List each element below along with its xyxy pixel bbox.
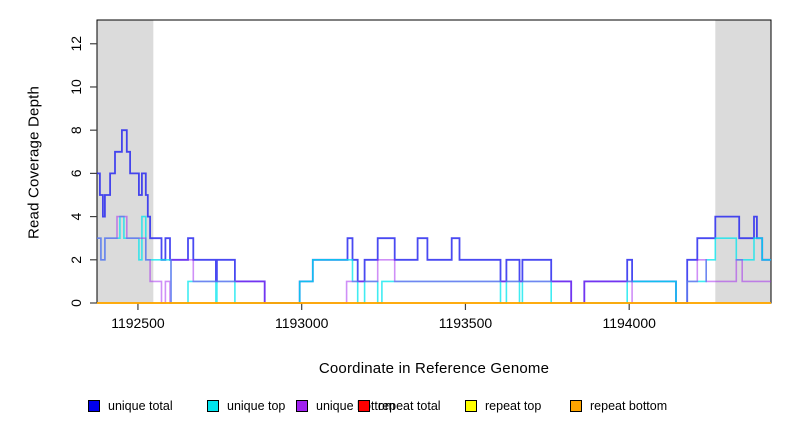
coverage-plot-canvas: 1192500 1193000 1193500 1194000 0 2 4 6 8 10 12	[68, 19, 772, 331]
unique-bottom-swatch-icon	[296, 400, 308, 412]
chart-legend: unique total unique top unique bottom re…	[0, 398, 792, 418]
x-tick-label: 1193000	[275, 315, 329, 331]
legend-label: repeat bottom	[590, 399, 668, 413]
x-tick-label: 1194000	[602, 315, 656, 331]
repeat-top-swatch-icon	[465, 400, 477, 412]
legend-item-repeat-top: repeat top	[465, 398, 541, 414]
legend-label: repeat total	[378, 399, 441, 413]
repeat-bottom-swatch-icon	[570, 400, 582, 412]
y-tick-label: 0	[68, 299, 84, 307]
shaded-region	[97, 20, 154, 303]
unique-top-swatch-icon	[207, 400, 219, 412]
y-tick-label: 8	[68, 126, 84, 134]
legend-label: unique top	[227, 399, 286, 413]
y-tick-label: 2	[68, 256, 84, 264]
y-tick-label: 6	[68, 169, 84, 177]
legend-item-repeat-total: repeat total	[358, 398, 441, 414]
legend-item-unique-bottom: unique bottom	[296, 398, 395, 414]
legend-label: unique total	[108, 399, 173, 413]
x-tick-label: 1193500	[439, 315, 493, 331]
y-tick-label: 4	[68, 212, 84, 220]
x-tick-label: 1192500	[111, 315, 165, 331]
legend-item-unique-total: unique total	[88, 398, 173, 414]
unique-total-swatch-icon	[88, 400, 100, 412]
series-unique-bottom	[97, 215, 771, 304]
legend-label: unique bottom	[316, 399, 396, 413]
legend-item-repeat-bottom: repeat bottom	[570, 398, 667, 414]
repeat-total-swatch-icon	[358, 400, 370, 412]
series-unique-total	[97, 129, 771, 304]
y-axis-title: Read Coverage Depth	[25, 85, 43, 240]
legend-label: repeat top	[485, 399, 542, 413]
y-tick-label: 10	[68, 79, 84, 95]
y-tick-label: 12	[68, 36, 84, 52]
legend-item-unique-top: unique top	[207, 398, 285, 414]
x-axis-title: Coordinate in Reference Genome	[318, 360, 550, 377]
